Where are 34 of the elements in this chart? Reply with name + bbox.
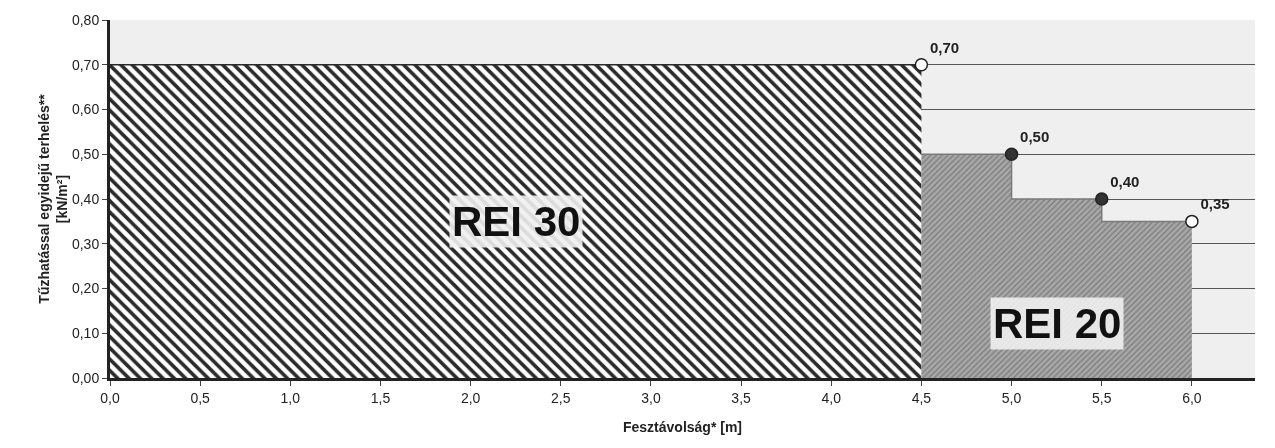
y-tick-label: 0,50 (71, 146, 100, 163)
data-label: 0,50 (1020, 128, 1050, 145)
y-tick-label: 0,20 (71, 280, 100, 297)
data-label: 0,70 (929, 38, 960, 56)
x-tick-label: 2,0 (460, 389, 481, 406)
point (1094, 192, 1109, 206)
x-tick-label: 5,0 (1001, 389, 1022, 406)
x-tick-label: 1,0 (280, 389, 301, 406)
y-tick-label: 0,70 (71, 56, 100, 73)
x-tick-label: 0,5 (190, 389, 211, 406)
data-label: 0,40 (1110, 172, 1140, 190)
y-tick-label: 0,80 (71, 11, 100, 28)
x-tick-label: 3,5 (731, 389, 752, 406)
text: REI 30 (452, 198, 581, 245)
point (914, 58, 929, 72)
y-tick-label: 0,40 (71, 190, 100, 207)
y-tick-label: 0,00 (71, 369, 100, 386)
y-tick-label: 0,10 (71, 325, 100, 342)
x-tick-label: 1,5 (370, 389, 391, 406)
point (1004, 147, 1019, 161)
x-tick-label: 3,0 (641, 389, 661, 406)
series-label: REI 20 (993, 300, 1122, 347)
x-axis-title: Fesztávolság* [m] (622, 419, 743, 435)
y-tick-label: 0,30 (71, 235, 100, 252)
y-tick-label: 0,60 (71, 101, 100, 118)
x-tick-label: 4,0 (821, 389, 842, 406)
point (1185, 214, 1199, 229)
x-tick-label: 6,0 (1182, 389, 1202, 406)
x-tick-label: 4,5 (911, 389, 932, 406)
x-tick-label: 2,5 (551, 389, 571, 406)
data-label: 0,35 (1200, 195, 1230, 213)
x-tick-label: 0,0 (100, 389, 120, 406)
x-tick-label: 5,5 (1092, 389, 1112, 406)
y-axis-title: Tűzhatással egyidejű terhelés** [kN/m²] (35, 93, 70, 304)
